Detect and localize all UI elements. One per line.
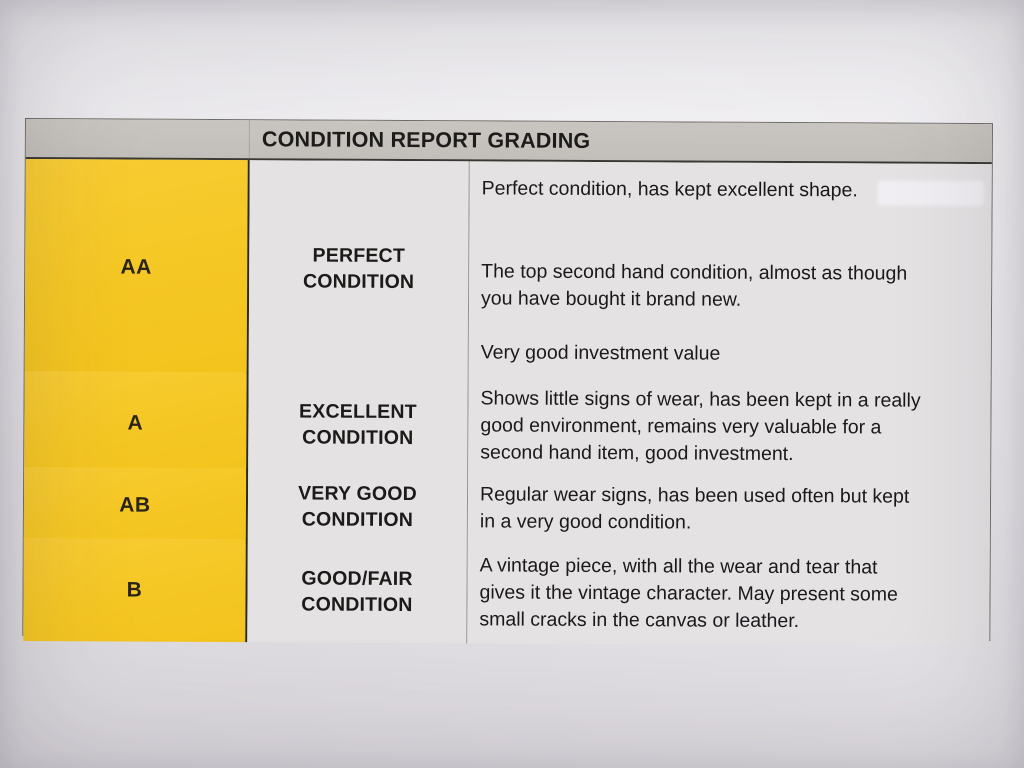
condition-name-cell: GOOD/FAIR CONDITION bbox=[247, 539, 468, 644]
grade-cell: AA bbox=[24, 159, 250, 376]
grade-cell: AB bbox=[23, 467, 249, 545]
condition-description-cell: Shows little signs of wear, has been kep… bbox=[468, 373, 991, 480]
description-paragraph: Shows little signs of wear, has been kep… bbox=[480, 387, 921, 466]
condition-name-cell: EXCELLENT CONDITION bbox=[248, 372, 469, 477]
header-empty-cell bbox=[25, 119, 250, 159]
grade-row-ab: AB VERY GOOD CONDITION Regular wear sign… bbox=[23, 466, 991, 549]
table-title: CONDITION REPORT GRADING bbox=[261, 126, 591, 153]
grade-row-a: A EXCELLENT CONDITION Shows little signs… bbox=[24, 370, 991, 480]
whiteout-correction-mark bbox=[877, 180, 984, 207]
condition-description-cell: Regular wear signs, has been used often … bbox=[467, 469, 991, 549]
description-paragraph: The top second hand condition, almost as… bbox=[481, 260, 908, 311]
description-paragraph: A vintage piece, with all the wear and t… bbox=[479, 554, 898, 633]
table-header-row: CONDITION REPORT GRADING bbox=[25, 119, 992, 165]
condition-name-cell: VERY GOOD CONDITION bbox=[247, 468, 469, 546]
description-paragraph: Regular wear signs, has been used often … bbox=[479, 483, 910, 534]
grade-row-b: B GOOD/FAIR CONDITION A vintage piece, w… bbox=[23, 536, 990, 647]
grade-row-aa: AA PERFECT CONDITION Perfect condition, … bbox=[24, 159, 992, 380]
grade-cell: A bbox=[24, 371, 249, 476]
grade-cell: B bbox=[23, 537, 248, 643]
condition-grading-table: CONDITION REPORT GRADING AA PERFECT COND… bbox=[22, 118, 993, 647]
condition-name-cell: PERFECT CONDITION bbox=[248, 160, 470, 377]
condition-description-cell: A vintage piece, with all the wear and t… bbox=[467, 540, 990, 647]
description-paragraph: Very good investment value bbox=[480, 341, 721, 365]
